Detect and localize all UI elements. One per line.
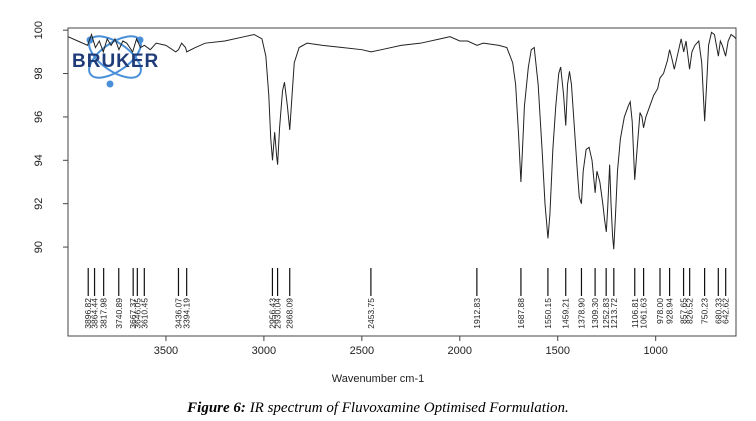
peak-label: 3610.45 [139, 298, 149, 329]
peak-label: 1309.30 [590, 298, 600, 329]
logo-text: BRUKER [72, 51, 159, 72]
y-tick-label: 100 [33, 21, 45, 39]
peak-label: 3817.98 [99, 298, 109, 329]
peak-label: 3864.44 [90, 298, 100, 329]
peak-label: 826.52 [685, 298, 695, 324]
peak-label: 1459.21 [561, 298, 571, 329]
peak-label: 3436.07 [173, 298, 183, 329]
caption: Figure 6: IR spectrum of Fluvoxamine Opt… [186, 400, 569, 416]
y-tick-label: 98 [33, 67, 45, 79]
peak-label: 2868.09 [285, 298, 295, 329]
peak-label: 3394.19 [182, 298, 192, 329]
peak-label: 1378.90 [576, 298, 586, 329]
peak-label: 3646.05 [132, 298, 142, 329]
logo-dot [106, 80, 114, 88]
x-tick-label: 3000 [252, 345, 276, 357]
peak-label: 3896.82 [83, 298, 93, 329]
peak-label: 642.62 [721, 298, 731, 324]
peak-label: 680.33 [713, 298, 723, 324]
peak-label: 2930.04 [273, 298, 283, 329]
y-tick-label: 96 [33, 111, 45, 123]
peak-label: 3667.37 [128, 298, 138, 329]
x-tick-label: 1500 [545, 345, 569, 357]
peak-label: 1687.88 [516, 298, 526, 329]
peak-label: 1550.15 [543, 298, 553, 329]
caption-text: IR spectrum of Fluvoxamine Optimised For… [249, 400, 569, 416]
x-axis-label: Wavenumber cm-1 [332, 373, 425, 385]
y-tick-label: 90 [33, 241, 45, 253]
y-tick-label: 92 [33, 198, 45, 210]
x-tick-label: 1000 [643, 345, 667, 357]
spectrum-line [67, 31, 737, 250]
peak-label: 3740.89 [114, 298, 124, 329]
y-tick-label: 94 [33, 154, 45, 166]
peak-label: 1061.63 [639, 298, 649, 329]
peak-label: 978.00 [655, 298, 665, 324]
plot-frame [67, 27, 737, 337]
peak-label: 1213.72 [609, 298, 619, 329]
peak-label: 2956.43 [267, 298, 277, 329]
peak-label: 1252.83 [601, 298, 611, 329]
x-tick-label: 2000 [448, 345, 472, 357]
peak-label: 2453.75 [366, 298, 376, 329]
logo: BRUKER [72, 35, 159, 88]
caption-label: Figure 6: [186, 400, 246, 416]
peak-label: 750.23 [700, 298, 710, 324]
peak-label: 928.94 [665, 298, 675, 324]
peak-label: 857.65 [679, 298, 689, 324]
peak-label: 1912.83 [472, 298, 482, 329]
x-tick-label: 3500 [154, 345, 178, 357]
peak-label: 1106.81 [630, 298, 640, 328]
x-tick-label: 2500 [350, 345, 374, 357]
